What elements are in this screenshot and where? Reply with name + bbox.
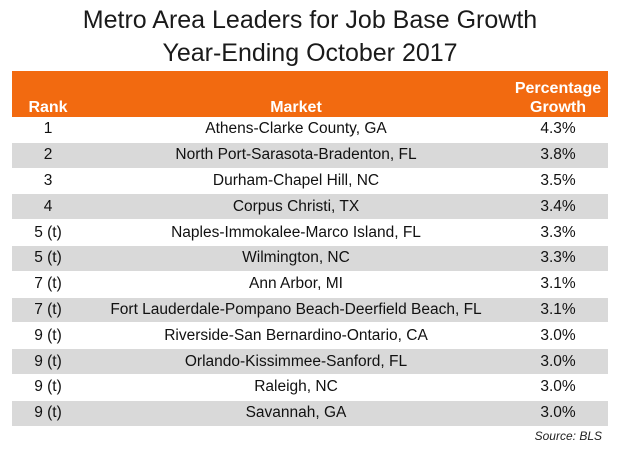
- growth-cell: 3.1%: [540, 275, 576, 293]
- header-growth-line-1: Percentage: [514, 80, 602, 97]
- header-rank: Rank: [12, 71, 84, 117]
- table-row: 4 Corpus Christi, TX 3.4%: [12, 193, 608, 220]
- header-growth-line-2: Growth: [530, 99, 586, 116]
- market-cell: Riverside-San Bernardino-Ontario, CA: [164, 326, 428, 344]
- growth-cell: 3.5%: [540, 171, 576, 189]
- rank-cell: 7 (t): [12, 297, 84, 323]
- growth-cell: 3.0%: [540, 378, 576, 396]
- rank-cell: 9 (t): [34, 326, 62, 344]
- header-market: Market: [84, 71, 508, 117]
- table-row: 2 North Port-Sarasota-Bradenton, FL 3.8%: [12, 142, 608, 169]
- growth-cell: 3.1%: [508, 297, 608, 323]
- growth-cell: 3.3%: [508, 245, 608, 272]
- growth-cell: 4.3%: [540, 120, 576, 138]
- market-cell: Naples-Immokalee-Marco Island, FL: [171, 223, 421, 241]
- data-table-container: Rank Market Percentage Growth 1 Athens-Cl…: [12, 71, 608, 427]
- rank-cell: 9 (t): [12, 348, 84, 375]
- growth-cell: 3.0%: [508, 400, 608, 427]
- table-row: 7 (t) Ann Arbor, MI 3.1%: [12, 271, 608, 298]
- chart-title-line-2: Year-Ending October 2017: [162, 39, 458, 67]
- growth-cell: 3.8%: [508, 142, 608, 169]
- market-cell: Fort Lauderdale-Pompano Beach-Deerfield …: [84, 297, 508, 323]
- market-cell: Durham-Chapel Hill, NC: [212, 171, 380, 189]
- header-growth: Percentage Growth: [508, 71, 608, 117]
- market-cell: Ann Arbor, MI: [249, 275, 343, 293]
- table-row: 9 (t) Savannah, GA 3.0%: [12, 400, 608, 427]
- chart-title-line-1: Metro Area Leaders for Job Base Growth: [82, 6, 538, 34]
- rank-cell: 1: [43, 120, 53, 138]
- source-note: Source: BLS: [534, 429, 602, 443]
- growth-cell: 3.3%: [540, 223, 576, 241]
- data-table: Rank Market Percentage Growth 1 Athens-Cl…: [12, 71, 608, 427]
- growth-cell: 3.4%: [508, 193, 608, 220]
- table-row: 7 (t) Fort Lauderdale-Pompano Beach-Deerf…: [12, 297, 608, 323]
- table-row: 3 Durham-Chapel Hill, NC 3.5%: [12, 168, 608, 194]
- rank-cell: 5 (t): [12, 245, 84, 272]
- rank-cell: 5 (t): [34, 223, 62, 241]
- growth-cell: 3.0%: [508, 348, 608, 375]
- table-row: 5 (t) Naples-Immokalee-Marco Island, FL 3.…: [12, 220, 608, 246]
- table-row: 1 Athens-Clarke County, GA 4.3%: [12, 117, 608, 143]
- rank-cell: 9 (t): [34, 378, 62, 396]
- chart-title: Metro Area Leaders for Job Base Growth Y…: [0, 4, 620, 70]
- rank-cell: 2: [12, 142, 84, 169]
- table-row: 9 (t) Riverside-San Bernardino-Ontario, C…: [12, 323, 608, 349]
- market-cell: Athens-Clarke County, GA: [205, 120, 387, 138]
- market-cell: Orlando-Kissimmee-Sanford, FL: [84, 348, 508, 375]
- market-cell: Raleigh, NC: [254, 378, 338, 396]
- market-cell: North Port-Sarasota-Bradenton, FL: [84, 142, 508, 169]
- growth-cell: 3.0%: [540, 326, 576, 344]
- table-header-row: Rank Market Percentage Growth: [12, 71, 608, 117]
- rank-cell: 4: [12, 193, 84, 220]
- table-row: 5 (t) Wilmington, NC 3.3%: [12, 245, 608, 272]
- table-row: 9 (t) Orlando-Kissimmee-Sanford, FL 3.0%: [12, 348, 608, 375]
- rank-cell: 9 (t): [12, 400, 84, 427]
- market-cell: Savannah, GA: [84, 400, 508, 427]
- market-cell: Corpus Christi, TX: [84, 193, 508, 220]
- rank-cell: 3: [43, 171, 53, 189]
- table-row: 9 (t) Raleigh, NC 3.0%: [12, 374, 608, 401]
- rank-cell: 7 (t): [34, 275, 62, 293]
- market-cell: Wilmington, NC: [84, 245, 508, 272]
- table-body: 1 Athens-Clarke County, GA 4.3% 2 North Port…: [12, 117, 608, 427]
